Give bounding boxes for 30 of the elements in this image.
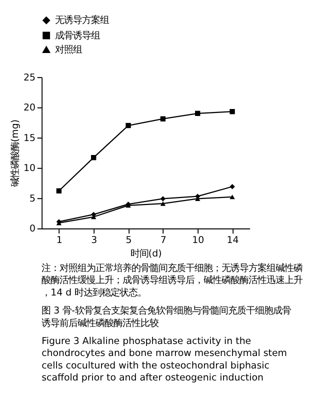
point xyxy=(195,110,200,116)
point xyxy=(230,184,235,190)
point xyxy=(160,201,166,206)
x-axis-title: 时间(d) xyxy=(130,248,162,260)
y-tick-label: 25 xyxy=(23,72,36,84)
legend-label: 成骨诱导组 xyxy=(54,30,100,42)
x-tick-label: 3 xyxy=(91,235,98,246)
y-tick-label: 20 xyxy=(23,102,36,114)
x-tick-label: 10 xyxy=(192,235,204,246)
y-tick-label: 15 xyxy=(23,132,36,144)
point xyxy=(126,122,131,128)
legend-label: 对照组 xyxy=(54,44,82,56)
point xyxy=(230,194,235,200)
y-tick-label: 0 xyxy=(29,224,36,235)
point xyxy=(160,196,166,202)
legend-label: 无诱导方案组 xyxy=(54,15,109,26)
text: 注：对照组为正常培养的骨髓间充质干细胞；无诱导方案组碱性磷酸酶活性缓慢上升；成骨诱导组诱导后，碱性磷酸酶活性迅速上升，14 d 时达到稳定状态。 xyxy=(42,262,303,299)
point xyxy=(160,116,166,122)
x-tick-label: 14 xyxy=(226,235,239,246)
x-tick-label: 1 xyxy=(56,235,62,246)
y-tick-label: 10 xyxy=(23,163,36,174)
x-tick-label: 5 xyxy=(126,235,132,246)
point xyxy=(56,188,62,194)
point xyxy=(91,155,96,160)
x-tick-label: 7 xyxy=(160,235,166,246)
point xyxy=(230,109,235,114)
y-axis-title: 碱性磷酸酶(mg) xyxy=(10,119,21,188)
y-tick-label: 5 xyxy=(29,193,36,204)
caption: Figure 3 Alkaline phosphatase activity in the chondrocytes and bone marrow mesenchymal stem cells cocultured with the osteochondral biphasic scaffold prior to and after osteogenic induction xyxy=(42,336,288,384)
caption: 图 3 骨-软骨复合支架复合兔软骨细胞与骨髓间充质干细胞成骨诱导前后碱性磷酸酶活性比较 xyxy=(42,305,292,329)
